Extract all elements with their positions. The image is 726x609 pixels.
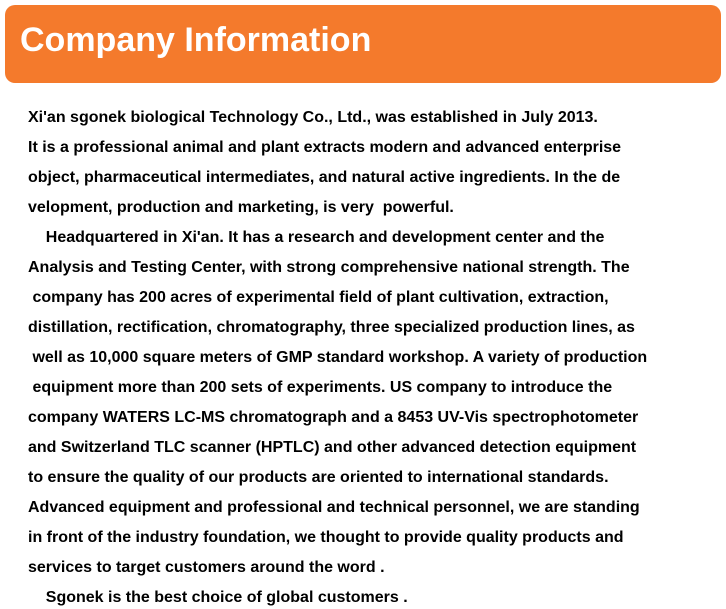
text-line: Sgonek is the best choice of global cust… (28, 589, 408, 606)
text-line: company has 200 acres of experimental fi… (28, 289, 609, 306)
text-line: Analysis and Testing Center, with strong… (28, 259, 630, 276)
text-line: distillation, rectification, chromatogra… (28, 319, 635, 336)
header-title: Company Information (20, 21, 372, 59)
text-line: It is a professional animal and plant ex… (28, 139, 622, 156)
text-line: and Switzerland TLC scanner (HPTLC) and … (28, 439, 637, 456)
text-line: company WATERS LC-MS chromatograph and a… (28, 409, 639, 426)
text-line: to ensure the quality of our products ar… (28, 469, 609, 486)
header-banner: Company Information (5, 5, 721, 83)
text-line: velopment, production and marketing, is … (28, 199, 454, 216)
text-line: object, pharmaceutical intermediates, an… (28, 169, 621, 186)
text-line: in front of the industry foundation, we … (28, 529, 624, 546)
text-line: Headquartered in Xi'an. It has a researc… (28, 229, 605, 246)
text-line: well as 10,000 square meters of GMP stan… (28, 349, 648, 366)
text-line: Advanced equipment and professional and … (28, 499, 640, 516)
text-line: services to target customers around the … (28, 559, 385, 576)
text-line: equipment more than 200 sets of experime… (28, 379, 613, 396)
text-line: Xi'an sgonek biological Technology Co., … (28, 109, 598, 126)
